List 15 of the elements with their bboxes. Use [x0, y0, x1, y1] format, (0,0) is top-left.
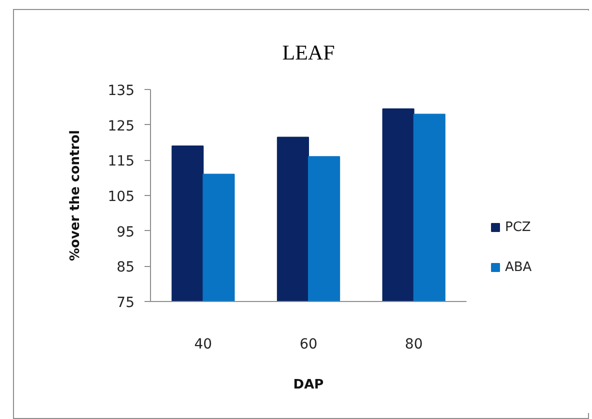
legend-label: PCZ: [505, 218, 531, 236]
y-tick-label: 135: [108, 83, 135, 99]
x-tick-label: 80: [404, 336, 423, 352]
x-axis-title: DAP: [293, 378, 324, 392]
y-tick-label: 85: [116, 260, 135, 276]
y-tick-label: 105: [108, 189, 135, 205]
y-tick-label: 95: [116, 224, 135, 240]
y-tick-label: 115: [108, 154, 135, 170]
y-tick-label: 75: [116, 295, 135, 311]
chart-title: LEAF: [282, 40, 335, 64]
x-tick-label: 40: [194, 336, 212, 352]
x-tick-label: 60: [300, 336, 318, 352]
y-tick-label: 125: [108, 118, 135, 134]
legend-label: ABA: [505, 258, 532, 276]
y-axis-title: %over the control: [68, 130, 83, 261]
